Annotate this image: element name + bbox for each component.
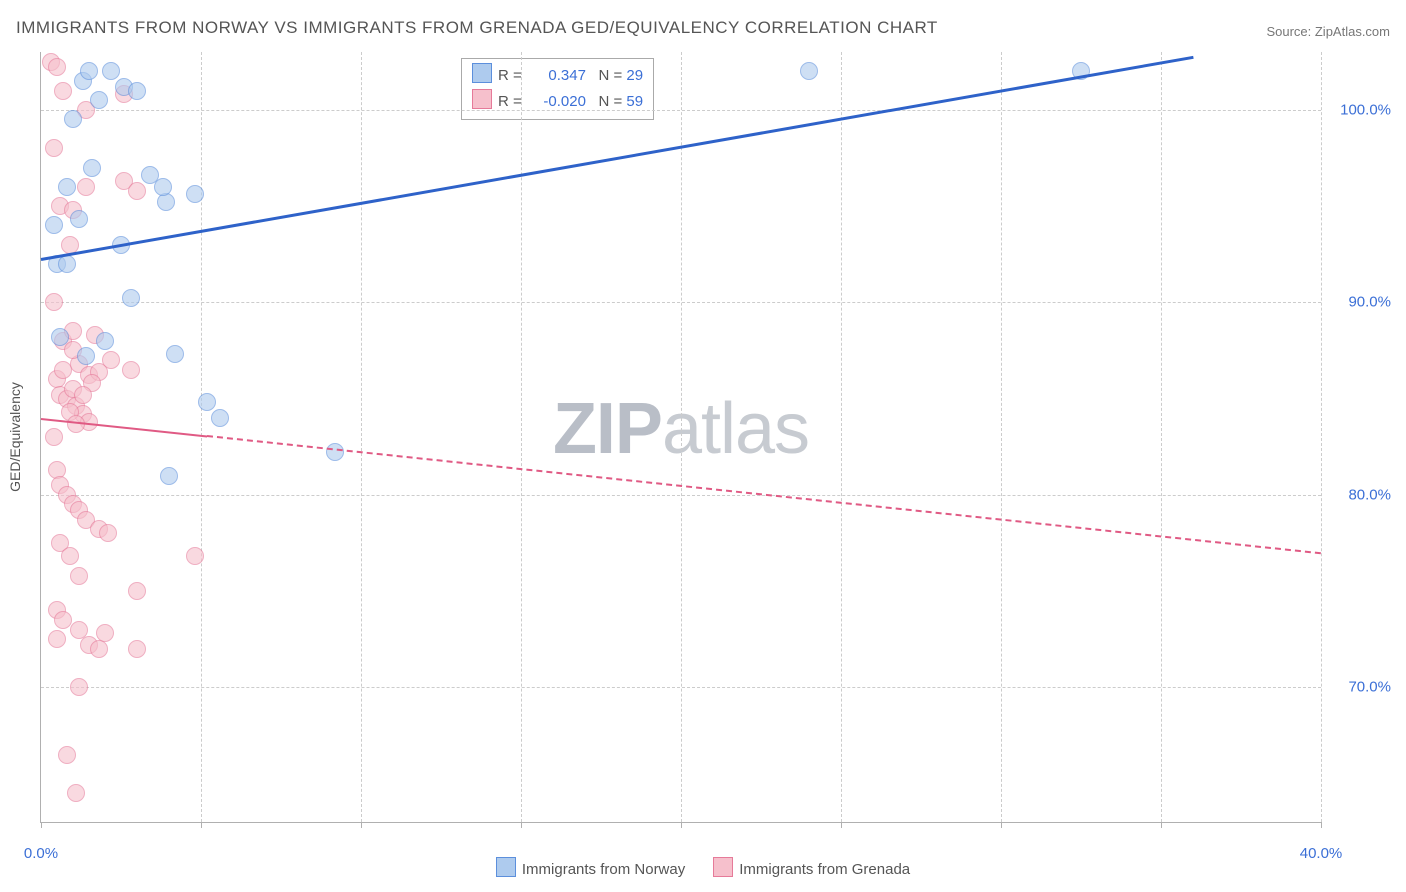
scatter-point-grenada	[99, 524, 117, 542]
legend-n-value: 29	[626, 67, 643, 84]
scatter-point-grenada	[74, 386, 92, 404]
plot-area: GED/Equivalency ZIPatlas R = 0.347 N = 2…	[40, 52, 1321, 823]
scatter-point-norway	[160, 467, 178, 485]
watermark-atlas: atlas	[662, 389, 809, 469]
x-tick-mark	[201, 822, 202, 828]
scatter-point-norway	[90, 91, 108, 109]
scatter-point-norway	[83, 159, 101, 177]
gridline-vertical	[1321, 52, 1322, 822]
scatter-point-grenada	[122, 361, 140, 379]
gridline-vertical	[361, 52, 362, 822]
legend-swatch	[472, 89, 492, 109]
scatter-point-norway	[326, 443, 344, 461]
gridline-vertical	[521, 52, 522, 822]
scatter-point-grenada	[48, 630, 66, 648]
y-tick-label: 90.0%	[1331, 294, 1391, 311]
scatter-point-norway	[96, 332, 114, 350]
scatter-point-grenada	[70, 567, 88, 585]
scatter-point-norway	[166, 345, 184, 363]
gridline-vertical	[1001, 52, 1002, 822]
x-tick-mark	[1321, 822, 1322, 828]
scatter-point-grenada	[128, 640, 146, 658]
scatter-point-grenada	[45, 428, 63, 446]
legend-n-value: 59	[626, 93, 643, 110]
scatter-point-grenada	[128, 182, 146, 200]
scatter-point-norway	[157, 193, 175, 211]
scatter-point-grenada	[77, 178, 95, 196]
scatter-point-norway	[51, 328, 69, 346]
scatter-point-norway	[186, 185, 204, 203]
legend-n-label: N =	[598, 93, 622, 110]
scatter-point-grenada	[58, 746, 76, 764]
legend-item: Immigrants from Grenada	[713, 857, 910, 878]
scatter-point-norway	[70, 210, 88, 228]
legend-n-label: N =	[598, 67, 622, 84]
gridline-vertical	[1161, 52, 1162, 822]
scatter-point-grenada	[54, 611, 72, 629]
x-tick-mark	[521, 822, 522, 828]
scatter-point-grenada	[45, 293, 63, 311]
scatter-point-norway	[80, 62, 98, 80]
chart-title: IMMIGRANTS FROM NORWAY VS IMMIGRANTS FRO…	[16, 18, 938, 38]
scatter-point-grenada	[102, 351, 120, 369]
y-tick-label: 80.0%	[1331, 486, 1391, 503]
scatter-point-grenada	[70, 678, 88, 696]
legend-swatch	[713, 857, 733, 877]
gridline-vertical	[681, 52, 682, 822]
scatter-point-norway	[45, 216, 63, 234]
x-tick-mark	[681, 822, 682, 828]
x-tick-mark	[841, 822, 842, 828]
scatter-point-grenada	[61, 547, 79, 565]
legend-r-label: R =	[498, 67, 522, 84]
source-prefix: Source:	[1266, 24, 1314, 39]
legend-row: R = -0.020 N = 59	[472, 89, 643, 115]
x-tick-mark	[1161, 822, 1162, 828]
legend-label: Immigrants from Grenada	[739, 861, 910, 878]
scatter-point-grenada	[96, 624, 114, 642]
y-tick-label: 100.0%	[1331, 101, 1391, 118]
source-name: ZipAtlas.com	[1315, 24, 1390, 39]
legend-r-label: R =	[498, 93, 522, 110]
scatter-point-grenada	[54, 361, 72, 379]
legend-r-value: 0.347	[526, 63, 586, 89]
scatter-point-norway	[198, 393, 216, 411]
scatter-point-norway	[122, 289, 140, 307]
scatter-point-norway	[154, 178, 172, 196]
scatter-point-norway	[64, 110, 82, 128]
gridline-vertical	[841, 52, 842, 822]
scatter-point-grenada	[48, 58, 66, 76]
legend-swatch	[472, 63, 492, 83]
legend-row: R = 0.347 N = 29	[472, 63, 643, 89]
scatter-point-grenada	[90, 640, 108, 658]
scatter-point-norway	[58, 178, 76, 196]
source-credit: Source: ZipAtlas.com	[1266, 24, 1390, 39]
trendline-grenada-solid	[41, 418, 208, 438]
legend-item: Immigrants from Norway	[496, 857, 685, 878]
scatter-point-norway	[211, 409, 229, 427]
scatter-point-grenada	[67, 784, 85, 802]
legend-label: Immigrants from Norway	[522, 861, 685, 878]
scatter-point-grenada	[128, 582, 146, 600]
x-tick-mark	[361, 822, 362, 828]
series-legend: Immigrants from Norway Immigrants from Gr…	[0, 857, 1406, 878]
scatter-point-norway	[128, 82, 146, 100]
watermark-zip: ZIP	[553, 389, 662, 469]
x-tick-mark	[1001, 822, 1002, 828]
scatter-point-norway	[800, 62, 818, 80]
scatter-point-grenada	[186, 547, 204, 565]
legend-r-value: -0.020	[526, 89, 586, 115]
legend-swatch	[496, 857, 516, 877]
scatter-point-norway	[102, 62, 120, 80]
y-axis-title: GED/Equivalency	[7, 382, 23, 492]
y-tick-label: 70.0%	[1331, 679, 1391, 696]
scatter-point-grenada	[45, 139, 63, 157]
scatter-point-grenada	[54, 82, 72, 100]
x-tick-mark	[41, 822, 42, 828]
scatter-point-norway	[77, 347, 95, 365]
